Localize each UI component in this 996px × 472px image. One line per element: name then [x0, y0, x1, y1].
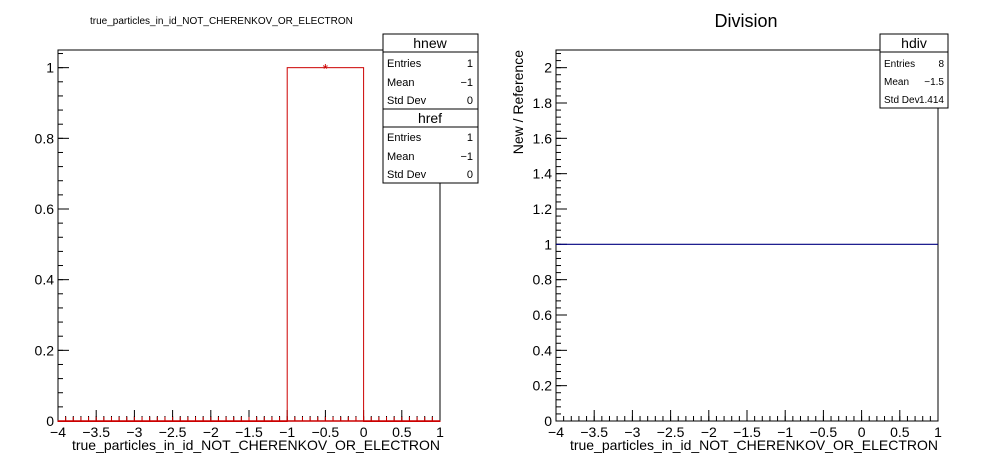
- stats-title-hnew: hnew: [413, 35, 447, 51]
- stats-hdiv-entries-label: Entries: [884, 59, 915, 70]
- x-tick-label: 1: [934, 424, 942, 440]
- y-tick-label: 0.4: [35, 272, 55, 288]
- x-tick-label: 1: [436, 424, 444, 440]
- x-tick-label: −3: [624, 424, 640, 440]
- right-y-label: New / Reference: [510, 50, 526, 154]
- x-tick-label: −4: [548, 424, 564, 440]
- x-tick-label: −2: [203, 424, 219, 440]
- x-tick-label: −0.5: [810, 424, 838, 440]
- x-tick-label: −3.5: [580, 424, 608, 440]
- y-tick-label: 0.8: [35, 130, 55, 146]
- x-tick-label: −3: [126, 424, 142, 440]
- stats-title-hdiv: hdiv: [901, 35, 927, 51]
- y-tick-label: 1.8: [533, 95, 553, 111]
- stats-hnew-mean-value: −1: [460, 77, 473, 89]
- left-pad: true_particles_in_id_NOT_CHERENKOV_OR_EL…: [35, 16, 479, 453]
- y-tick-label: 1: [46, 60, 54, 76]
- right-y-axis: 0 0.2 0.4 0.6 0.8 1 1.2 1.4 1.6 1.8 2: [533, 53, 567, 429]
- stats-hnew-stddev-value: 0: [467, 95, 473, 107]
- stats-href-mean-value: −1: [460, 151, 473, 163]
- x-tick-label: −1: [777, 424, 793, 440]
- stats-box-hnew: hnew Entries 1 Mean −1 Std Dev 0: [382, 33, 479, 111]
- x-tick-label: −2: [701, 424, 717, 440]
- stats-hnew-mean-label: Mean: [387, 77, 415, 89]
- y-tick-label: 0.6: [533, 307, 553, 323]
- stats-href-entries-label: Entries: [387, 132, 422, 144]
- left-x-axis: −4 −3.5 −3 −2.5 −2 −1.5 −1 −0.5 0 0.5 1: [50, 410, 444, 440]
- left-x-label: true_particles_in_id_NOT_CHERENKOV_OR_EL…: [72, 437, 440, 453]
- y-tick-label: 0.4: [533, 342, 553, 358]
- x-tick-label: −1: [279, 424, 295, 440]
- stats-hdiv-stddev-label: Std Dev: [884, 95, 920, 106]
- y-tick-label: 0: [46, 413, 54, 429]
- y-tick-label: 1.6: [533, 130, 553, 146]
- y-tick-label: 1: [544, 236, 552, 252]
- x-tick-label: 0.5: [890, 424, 910, 440]
- stats-hdiv-mean-label: Mean: [884, 77, 909, 88]
- stats-href-mean-label: Mean: [387, 151, 415, 163]
- stats-hnew-stddev-label: Std Dev: [387, 95, 427, 107]
- left-histogram: *: [57, 61, 441, 422]
- stats-hdiv-entries-value: 8: [938, 59, 944, 70]
- y-tick-label: 0.6: [35, 201, 55, 217]
- x-tick-label: −2.5: [657, 424, 685, 440]
- stats-href-stddev-label: Std Dev: [387, 169, 427, 181]
- left-y-axis: 0 0.2 0.4 0.6 0.8 1: [35, 53, 69, 429]
- right-title: Division: [714, 11, 777, 31]
- left-title: true_particles_in_id_NOT_CHERENKOV_OR_EL…: [90, 16, 353, 27]
- y-tick-label: 1.4: [533, 166, 553, 182]
- stats-hdiv-stddev-value: 1.414: [919, 95, 944, 106]
- x-tick-label: 0.5: [392, 424, 412, 440]
- stats-href-entries-value: 1: [467, 132, 473, 144]
- right-pad: Division −4 −3.5 −3 −2.5 −2 −1.5 −1 −0.5 0 0.5 1 0…: [510, 11, 949, 453]
- stats-title-href: href: [418, 110, 442, 126]
- stats-href-stddev-value: 0: [467, 169, 473, 181]
- x-tick-label: −3.5: [82, 424, 110, 440]
- y-tick-label: 1.2: [533, 201, 553, 217]
- x-tick-label: −1.5: [235, 424, 263, 440]
- stats-hdiv-mean-value: −1.5: [924, 77, 944, 88]
- x-tick-label: −4: [50, 424, 66, 440]
- y-tick-label: 2: [544, 60, 552, 76]
- x-tick-label: −2.5: [159, 424, 187, 440]
- y-tick-label: 0: [544, 413, 552, 429]
- histogram-bar: [286, 67, 365, 422]
- stats-box-hdiv: hdiv Entries 8 Mean −1.5 Std Dev 1.414: [879, 33, 949, 109]
- stats-hnew-entries-label: Entries: [387, 58, 422, 70]
- y-tick-label: 0.2: [35, 342, 55, 358]
- x-tick-label: 0: [858, 424, 866, 440]
- x-tick-label: −1.5: [733, 424, 761, 440]
- y-tick-label: 0.2: [533, 378, 553, 394]
- y-tick-label: 0.8: [533, 272, 553, 288]
- x-tick-label: −0.5: [312, 424, 340, 440]
- right-x-label: true_particles_in_id_NOT_CHERENKOV_OR_EL…: [570, 437, 938, 453]
- stats-hnew-entries-value: 1: [467, 58, 473, 70]
- x-tick-label: 0: [360, 424, 368, 440]
- right-x-axis: −4 −3.5 −3 −2.5 −2 −1.5 −1 −0.5 0 0.5 1: [548, 410, 942, 440]
- href-marker: *: [323, 61, 329, 77]
- stats-box-href: href Entries 1 Mean −1 Std Dev 0: [382, 108, 479, 184]
